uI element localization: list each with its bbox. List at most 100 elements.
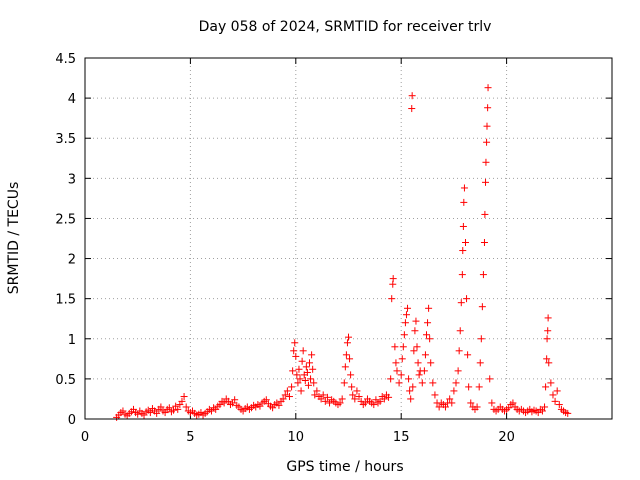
data-point — [414, 359, 422, 367]
data-point — [456, 327, 464, 335]
data-point — [478, 303, 486, 311]
data-point — [295, 365, 303, 373]
data-point — [412, 317, 420, 325]
data-point — [304, 381, 312, 389]
data-point — [543, 335, 551, 343]
data-point — [457, 299, 465, 307]
data-point — [285, 393, 293, 401]
data-point — [313, 387, 321, 395]
data-point — [336, 399, 344, 407]
y-axis-title: SRMTID / TECUs — [6, 182, 22, 295]
data-point — [486, 375, 494, 383]
data-point — [283, 387, 291, 395]
data-point — [388, 295, 396, 303]
data-point — [481, 210, 489, 218]
data-point — [555, 401, 563, 409]
data-point — [429, 379, 437, 387]
data-point — [509, 399, 517, 407]
data-point — [174, 405, 182, 413]
y-tick-label: 2.5 — [55, 212, 76, 227]
data-point — [467, 399, 475, 407]
data-point — [431, 391, 439, 399]
data-point — [165, 404, 173, 412]
y-tick-label: 4 — [68, 92, 76, 107]
data-point — [421, 351, 429, 359]
data-point — [275, 401, 283, 409]
data-point — [294, 379, 302, 387]
data-point — [551, 397, 559, 405]
data-point — [483, 138, 491, 146]
data-point — [291, 339, 299, 347]
data-point — [380, 395, 388, 403]
data-point — [281, 391, 289, 399]
data-point — [455, 347, 463, 355]
x-axis-title: GPS time / hours — [286, 459, 403, 475]
data-point — [262, 396, 270, 404]
data-point — [321, 397, 329, 405]
data-point — [288, 383, 296, 391]
data-point — [231, 396, 239, 404]
data-point — [464, 351, 472, 359]
data-point — [398, 355, 406, 363]
data-point — [348, 383, 356, 391]
data-point — [544, 314, 552, 322]
data-point — [399, 343, 407, 351]
data-point — [338, 395, 346, 403]
x-tick-label: 10 — [288, 430, 305, 445]
data-point — [415, 371, 423, 379]
data-point — [342, 351, 350, 359]
data-point — [408, 92, 416, 100]
data-point — [391, 343, 399, 351]
data-point — [482, 158, 490, 166]
data-point — [446, 395, 454, 403]
data-point — [400, 331, 408, 339]
data-point — [475, 383, 483, 391]
x-tick-label: 20 — [498, 430, 515, 445]
y-tick-label: 4.5 — [55, 52, 76, 67]
data-point — [397, 371, 405, 379]
y-tick-label: 1 — [68, 333, 76, 348]
data-point — [544, 327, 552, 335]
data-point — [542, 383, 550, 391]
data-point — [484, 104, 492, 112]
data-point — [408, 105, 416, 113]
data-point — [483, 122, 491, 130]
data-point — [407, 395, 415, 403]
data-point — [477, 335, 485, 343]
y-tick-label: 3.5 — [55, 132, 76, 147]
data-point — [170, 406, 178, 414]
data-point — [401, 319, 409, 327]
data-point — [458, 271, 466, 279]
x-tick-label: 15 — [393, 430, 410, 445]
data-point — [347, 371, 355, 379]
data-point — [424, 319, 432, 327]
data-point — [351, 395, 359, 403]
data-point — [349, 391, 357, 399]
data-point — [345, 333, 352, 341]
data-point — [343, 339, 351, 347]
data-point — [484, 84, 492, 92]
data-point — [450, 387, 458, 395]
data-point — [146, 409, 154, 417]
x-tick-label: 0 — [81, 430, 89, 445]
data-point — [480, 239, 488, 247]
y-tick-label: 0 — [68, 413, 76, 428]
data-point — [547, 379, 555, 387]
data-point — [538, 407, 546, 415]
data-point — [545, 359, 553, 367]
data-point — [157, 403, 165, 411]
data-point — [311, 391, 319, 399]
data-point — [460, 184, 468, 192]
data-point — [441, 403, 449, 411]
y-tick-label: 1.5 — [55, 293, 76, 308]
data-point — [413, 343, 421, 351]
data-point — [299, 347, 307, 355]
data-point — [553, 387, 561, 395]
data-point — [476, 359, 484, 367]
data-point — [293, 371, 301, 379]
data-point — [178, 397, 186, 405]
data-point — [292, 352, 300, 360]
data-points — [113, 84, 572, 421]
data-point — [308, 351, 316, 359]
data-point — [465, 383, 473, 391]
